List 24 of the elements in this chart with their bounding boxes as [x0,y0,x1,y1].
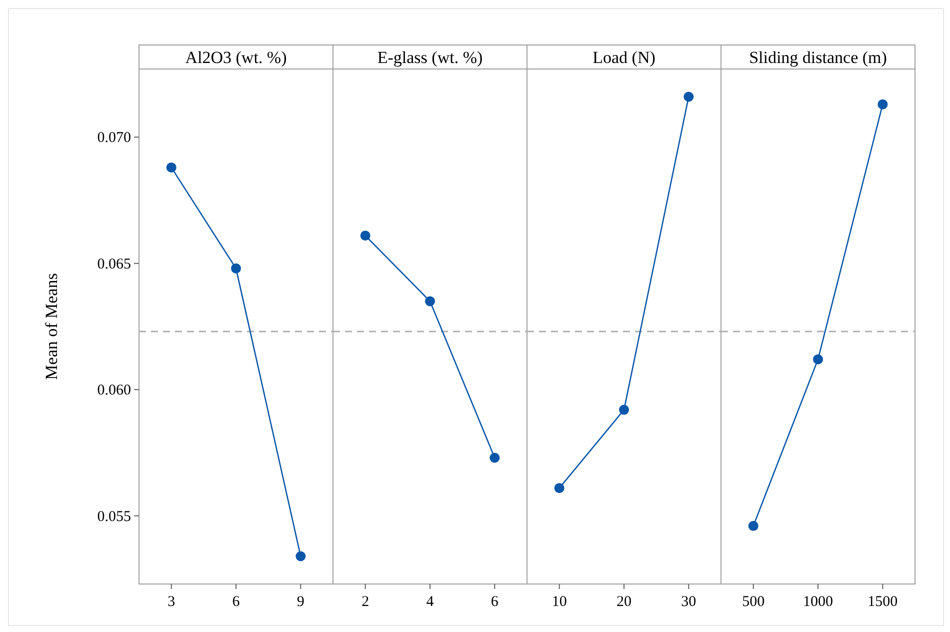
x-tick-label: 4 [426,594,434,610]
x-tick-label: 10 [552,594,567,610]
x-tick-label: 20 [616,594,632,610]
x-tick-label: 1500 [868,594,898,610]
chart-title: Al2O3 (wt. %) [185,48,287,67]
x-tick-label: 500 [742,594,765,610]
x-tick-label: 6 [490,594,499,610]
point [296,551,306,562]
point [166,162,176,172]
x-tick-label: 6 [232,594,240,610]
x-tick-label: 3 [168,594,176,610]
y-tick-label: 0.060 [97,382,131,399]
y-tick-label: 0.055 [97,508,131,525]
chart-title: Sliding distance (m) [749,48,887,67]
y-tick-label: 0.070 [97,130,131,146]
chart-title: E-glass (wt. %) [377,48,483,67]
x-tick-label: 9 [296,594,304,610]
y-axis-title: Mean of Means [42,273,61,380]
x-tick-label: 30 [681,594,696,610]
x-tick-label: 2 [362,594,370,610]
point [231,263,241,274]
x-tick-label: 1000 [803,594,833,610]
y-tick-label: 0.065 [97,256,131,272]
chart-title: Load (N) [592,48,656,67]
